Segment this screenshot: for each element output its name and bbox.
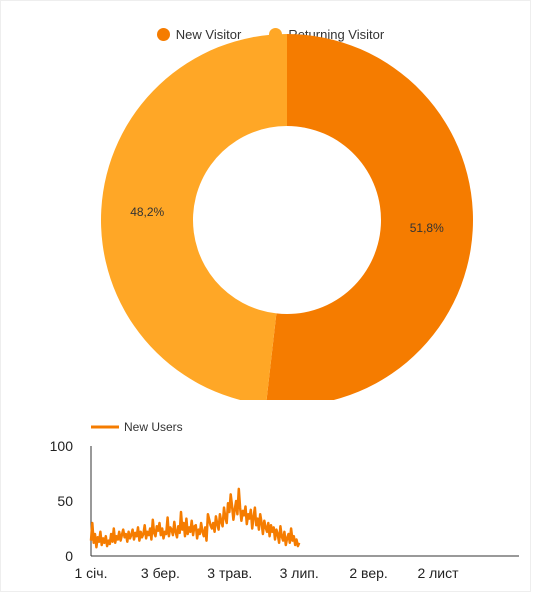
series-line-new-users[interactable]	[89, 487, 301, 549]
legend-label-new-visitor: New Visitor	[175, 27, 242, 42]
donut-slice-new-visitor[interactable]	[266, 34, 473, 400]
new-users-line-chart: New Users 0 50 100 1 січ. 3 бер. 3 трав. 3 лип.…	[50, 420, 519, 581]
donut-slice-returning-visitor[interactable]	[100, 34, 287, 400]
legend-swatch-new-visitor	[156, 28, 170, 41]
y-tick-label-50: 50	[57, 493, 73, 509]
donut-value-label-new-visitor: 51,8%	[410, 221, 444, 235]
donut-chart: 51,8% 48,2%	[100, 34, 473, 400]
donut-legend: New Visitor Returning Visitor	[0, 27, 541, 42]
x-tick-label-2: 3 трав.	[207, 565, 252, 581]
x-tick-label-1: 3 бер.	[141, 565, 180, 581]
legend-label-new-users: New Users	[124, 420, 183, 434]
y-tick-label-0: 0	[65, 548, 73, 564]
legend-item-new-visitor[interactable]: New Visitor	[156, 27, 242, 42]
donut-value-label-returning-visitor: 48,2%	[130, 205, 164, 219]
x-tick-label-3: 3 лип.	[280, 565, 319, 581]
x-tick-label-4: 2 вер.	[349, 565, 387, 581]
x-tick-label-0: 1 січ.	[75, 565, 108, 581]
x-tick-label-5: 2 лист	[417, 565, 459, 581]
y-tick-label-100: 100	[50, 438, 74, 454]
